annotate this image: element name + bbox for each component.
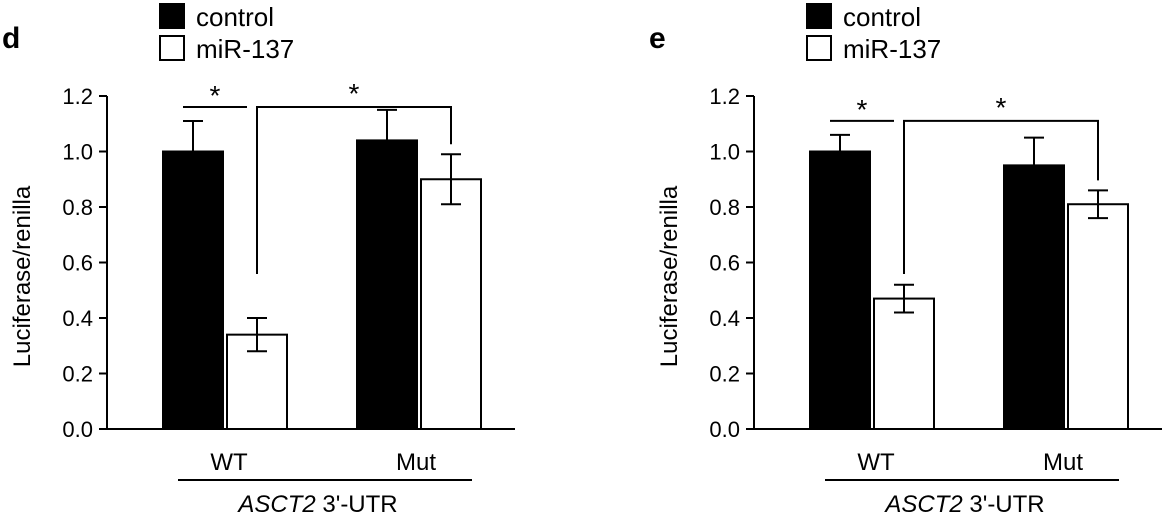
bar <box>809 150 871 430</box>
legend-swatch <box>806 3 832 29</box>
significance-star: * <box>210 80 221 111</box>
bar <box>162 150 224 430</box>
y-tick-label: 0.6 <box>709 251 740 276</box>
panel-label: e <box>649 22 666 55</box>
category-label: WT <box>857 449 895 476</box>
y-tick-label: 0.2 <box>62 362 93 387</box>
category-label: Mut <box>396 449 436 476</box>
x-axis-label-gene: ASCT2 <box>236 491 315 518</box>
y-tick-label: 1.0 <box>709 140 740 165</box>
significance-star: * <box>996 92 1007 123</box>
y-tick-label: 0.2 <box>709 362 740 387</box>
panel-label: d <box>2 22 20 55</box>
x-axis-label-suffix: 3'-UTR <box>316 491 398 518</box>
legend-label: miR-137 <box>843 34 941 64</box>
bar <box>873 297 935 431</box>
legend-swatch <box>159 3 185 29</box>
y-tick-label: 1.2 <box>709 84 740 109</box>
significance-bracket <box>903 119 1099 274</box>
y-tick-label: 0.4 <box>709 306 740 331</box>
significance-star: * <box>857 94 868 125</box>
y-axis-label: Luciferase/renilla <box>656 185 683 367</box>
bar <box>420 178 482 430</box>
x-axis-label-gene: ASCT2 <box>883 491 962 518</box>
legend-swatch <box>159 35 185 61</box>
x-axis-label-suffix: 3'-UTR <box>963 491 1045 518</box>
y-axis-label: Luciferase/renilla <box>9 185 36 367</box>
legend-label: control <box>196 2 274 32</box>
bar <box>356 139 418 430</box>
x-axis-label: ASCT2 3'-UTR <box>236 491 397 518</box>
y-tick-label: 0.4 <box>62 306 93 331</box>
bar <box>1003 164 1065 430</box>
significance-bracket <box>256 105 452 274</box>
y-tick-label: 0.6 <box>62 251 93 276</box>
y-tick-label: 1.2 <box>62 84 93 109</box>
y-tick-label: 0.8 <box>709 195 740 220</box>
legend-swatch <box>806 35 832 61</box>
legend-label: control <box>843 2 921 32</box>
y-tick-label: 0.0 <box>709 417 740 442</box>
y-tick-label: 1.0 <box>62 140 93 165</box>
legend-label: miR-137 <box>196 34 294 64</box>
x-axis-label: ASCT2 3'-UTR <box>883 491 1044 518</box>
category-label: WT <box>210 449 248 476</box>
significance-star: * <box>349 78 360 109</box>
y-tick-label: 0.8 <box>62 195 93 220</box>
category-label: Mut <box>1043 449 1083 476</box>
bar <box>1067 203 1129 430</box>
y-tick-label: 0.0 <box>62 417 93 442</box>
